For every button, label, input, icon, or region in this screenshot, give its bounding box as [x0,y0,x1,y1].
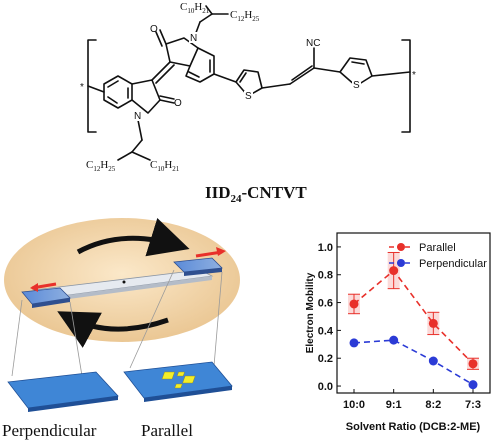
atom-o-lower: O [174,98,182,109]
legend-marker [397,259,405,267]
data-point-perpendicular [468,380,478,390]
device-perpendicular [7,371,119,412]
label-parallel: Parallel [141,421,193,440]
data-point-parallel [389,266,399,276]
end-star-left: * [80,82,84,93]
device-parallel [123,361,233,402]
legend-marker [397,243,405,251]
substituent-bottom-a: C12H25 [86,159,116,173]
substituent-bottom-b: C10H21 [150,159,180,173]
compound-name: IID24-CNTVT [205,183,307,205]
label-perpendicular: Perpendicular [2,421,97,440]
x-tick-label: 10:0 [343,399,365,411]
y-tick-label: 0.6 [318,298,333,310]
substituent-top-a: C10H21 [180,1,210,15]
y-tick-label: 1.0 [318,242,333,254]
x-tick-label: 8:2 [425,399,441,411]
atom-s-thiophene-1: S [245,91,252,102]
end-star-right: * [412,70,416,81]
atom-labels: N O N O S S NC * * [80,24,416,122]
legend: Parallel Perpendicular [389,242,487,270]
data-point-parallel [428,318,438,328]
y-tick-label: 0.4 [318,325,334,337]
x-tick-label: 7:3 [465,399,481,411]
legend-label: Perpendicular [419,258,487,270]
x-ticks: 10:0 9:1 8:2 7:3 [343,389,481,411]
y-tick-label: 0.0 [318,381,333,393]
data-point-perpendicular [428,356,438,366]
rotation-arrow-top [76,218,190,257]
right-benzene-ring [185,47,215,83]
right-bracket [401,39,411,133]
device-schematic: Perpendicular Parallel [2,218,240,440]
atom-n-lower: N [134,111,141,122]
data-point-perpendicular [349,338,359,348]
x-axis-label: Solvent Ratio (DCB:2-ME) [346,421,481,433]
y-tick-label: 0.2 [318,353,333,365]
atom-s-thiophene-2: S [353,80,360,91]
rotation-arrow-bottom [57,311,169,348]
plot-frame [336,232,491,394]
data-point-parallel [349,299,359,309]
atom-nc: NC [306,38,320,49]
atom-n-upper: N [190,33,197,44]
substituent-top-b: C12H25 [230,9,260,23]
y-axis-label: Electron Mobility [305,272,316,353]
atom-o-upper: O [150,24,158,35]
series-layer [348,251,479,390]
series-line-parallel [353,269,474,365]
y-ticks: 0.0 0.2 0.4 0.6 0.8 1.0 [318,242,341,393]
data-point-perpendicular [389,335,399,345]
mobility-chart: 0.0 0.2 0.4 0.6 0.8 1.0 10:0 9:1 8:2 7:3 Paralle… [305,232,491,433]
left-lactam-ring [131,79,161,114]
legend-label: Parallel [419,242,456,254]
chemical-structure [87,5,411,161]
series-line-perpendicular [353,339,474,386]
x-tick-label: 9:1 [386,399,402,411]
y-tick-label: 0.8 [318,270,333,282]
data-point-parallel [468,359,478,369]
